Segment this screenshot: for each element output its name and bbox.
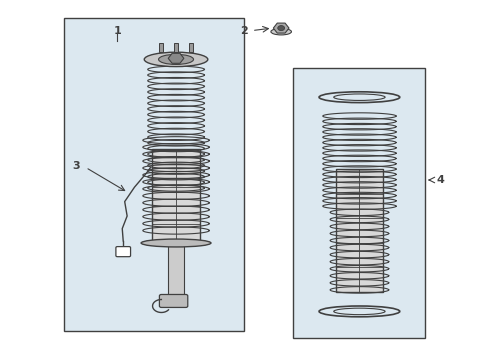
- FancyBboxPatch shape: [116, 247, 130, 257]
- Ellipse shape: [333, 308, 385, 315]
- Text: 3: 3: [72, 161, 80, 171]
- Ellipse shape: [141, 239, 210, 247]
- Ellipse shape: [333, 94, 385, 100]
- Bar: [63, 18, 244, 331]
- Ellipse shape: [319, 92, 399, 103]
- Bar: [188, 43, 192, 52]
- Bar: [151, 149, 200, 243]
- Bar: [159, 43, 163, 52]
- Circle shape: [277, 26, 284, 31]
- Ellipse shape: [144, 52, 207, 67]
- Ellipse shape: [158, 54, 193, 64]
- Ellipse shape: [319, 306, 399, 317]
- Bar: [335, 169, 382, 292]
- Ellipse shape: [270, 28, 291, 35]
- FancyBboxPatch shape: [159, 294, 187, 307]
- Text: 1: 1: [113, 26, 121, 36]
- Bar: [174, 43, 178, 52]
- Bar: [293, 68, 425, 338]
- Text: 2: 2: [240, 26, 248, 36]
- Bar: [168, 243, 183, 297]
- Text: 4: 4: [435, 175, 443, 185]
